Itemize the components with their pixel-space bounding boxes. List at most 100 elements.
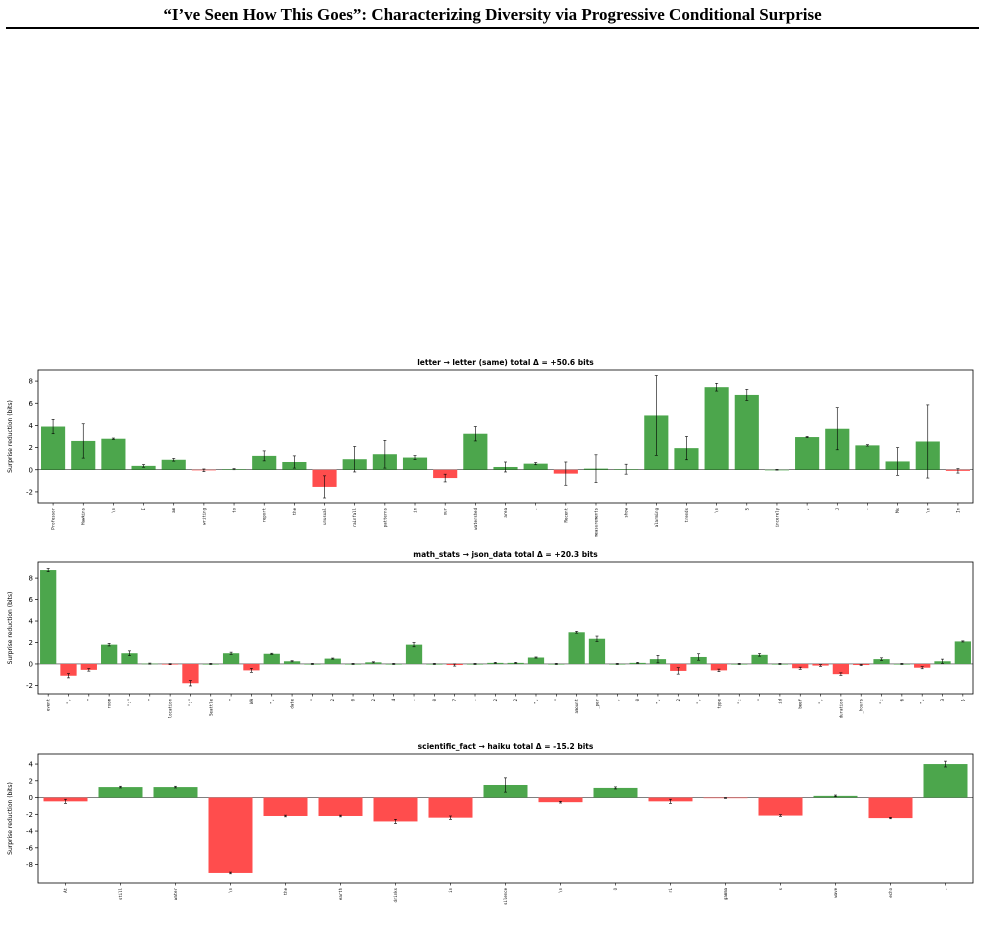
bar: [373, 797, 418, 822]
x-tick-label: I: [141, 507, 146, 510]
y-axis-label: Surprise reduction (bits): [7, 592, 14, 665]
bar: [182, 663, 199, 684]
x-tick-label: in: [413, 507, 418, 512]
x-tick-label: Ms: [895, 507, 900, 512]
chart-title: math_stats → json_data total Δ = +20.3 b…: [413, 550, 598, 559]
x-tick-label: to: [232, 507, 237, 512]
x-tick-label: _hours: [859, 698, 864, 713]
x-tick-label: ":": [188, 699, 193, 706]
bar: [855, 445, 880, 470]
bar: [318, 797, 363, 816]
y-tick-label: 6: [29, 400, 34, 408]
chart-title: scientific_fact → haiku total Δ = -15.2 …: [418, 742, 594, 751]
y-axis-label: Surprise reduction (bits): [7, 400, 14, 473]
x-tick-label: s: [778, 887, 783, 890]
bar: [161, 459, 186, 470]
bar: [60, 663, 77, 676]
y-tick-label: 8: [29, 575, 33, 583]
x-tick-label: }: [960, 699, 965, 701]
x-tick-label: echo: [888, 887, 893, 897]
x-tick-label: ",: [533, 699, 538, 704]
x-tick-label: 2: [676, 698, 681, 701]
bar: [568, 632, 585, 664]
chart-panel-scientific-fact: scientific_fact → haiku total Δ = -15.2 …: [0, 736, 985, 922]
x-tick-label: Recent: [563, 507, 568, 522]
x-tick-label: ",: [696, 699, 701, 704]
y-tick-label: 4: [29, 618, 34, 626]
bar: [868, 797, 913, 819]
x-tick-label: incerely: [774, 507, 779, 527]
x-tick-label: _per: [594, 698, 599, 708]
x-tick-label: ":: [737, 699, 742, 704]
x-tick-label: the: [292, 507, 297, 515]
plot-frame: [37, 369, 974, 504]
bar: [710, 663, 728, 671]
x-tick-label: 2: [513, 698, 518, 701]
x-tick-label: S: [744, 507, 749, 510]
x-tick-label: ": [757, 699, 762, 701]
bar: [954, 641, 971, 664]
x-tick-label: 7: [452, 698, 457, 701]
y-tick-label: 0: [29, 660, 33, 668]
x-tick-label: area: [503, 507, 508, 517]
y-tick-label: 2: [29, 444, 33, 452]
y-tick-label: 2: [29, 639, 33, 647]
bar-chart-letter: letter → letter (same) total Δ = +50.6 b…: [7, 358, 974, 537]
x-tick-label: water: [173, 887, 178, 900]
x-tick-label: .: [533, 508, 538, 510]
y-tick-label: 6: [29, 596, 34, 604]
x-tick-label: ": [310, 699, 315, 701]
bar: [758, 797, 803, 816]
paper-title: “I’ve Seen How This Goes”: Characterizin…: [163, 5, 822, 24]
bar: [252, 455, 277, 470]
x-tick-label: 0: [351, 698, 356, 701]
x-tick-label: 6: [899, 698, 904, 701]
bar: [914, 663, 931, 668]
x-tick-label: Seattle: [208, 698, 213, 715]
x-tick-label: 2: [330, 698, 335, 701]
bar: [405, 644, 423, 664]
chart-panel-math-stats: math_stats → json_data total Δ = +20.3 b…: [0, 544, 985, 732]
x-tick-label: 3: [940, 698, 945, 701]
x-tick-label: 4: [391, 698, 396, 701]
plot-frame: [37, 561, 974, 695]
plot-frame: [37, 753, 974, 884]
x-tick-label: watershed: [473, 507, 478, 529]
x-tick-label: -: [412, 699, 417, 701]
x-tick-label: ":: [879, 699, 884, 704]
x-tick-label: ": [229, 699, 234, 701]
x-tick-label: location: [168, 698, 173, 718]
bar: [402, 457, 428, 470]
y-tick-label: -2: [26, 682, 33, 690]
x-tick-label: WA: [249, 698, 254, 703]
x-tick-label: In: [955, 507, 960, 512]
bar: [101, 644, 118, 664]
x-tick-label: ",: [66, 699, 71, 704]
x-tick-label: the: [283, 887, 288, 895]
bar: [324, 658, 341, 664]
x-tick-label: measurements: [593, 507, 598, 536]
x-tick-label: O: [613, 887, 618, 890]
x-tick-label: silence: [503, 887, 508, 904]
bar: [208, 797, 253, 873]
x-tick-label: .: [943, 888, 948, 890]
x-tick-label: At: [63, 887, 68, 892]
x-tick-label: \n: [558, 887, 563, 892]
bar: [131, 465, 156, 470]
bar: [751, 654, 768, 664]
bar: [538, 797, 583, 803]
bar: [222, 653, 240, 664]
bar-chart-scientific-fact: scientific_fact → haiku total Δ = -15.2 …: [7, 742, 974, 905]
bar: [832, 663, 850, 675]
x-tick-label: ": [147, 699, 152, 701]
bar: [153, 787, 198, 798]
x-tick-label: alarming: [654, 507, 659, 527]
x-tick-label: unusual: [322, 507, 327, 524]
bar: [734, 394, 759, 470]
bar: [80, 663, 97, 670]
x-tick-label: 2: [493, 698, 498, 701]
x-tick-label: ",: [269, 699, 274, 704]
x-tick-label: trends: [684, 507, 689, 522]
x-tick-label: ",: [655, 699, 660, 704]
x-tick-label: \n: [111, 507, 116, 512]
